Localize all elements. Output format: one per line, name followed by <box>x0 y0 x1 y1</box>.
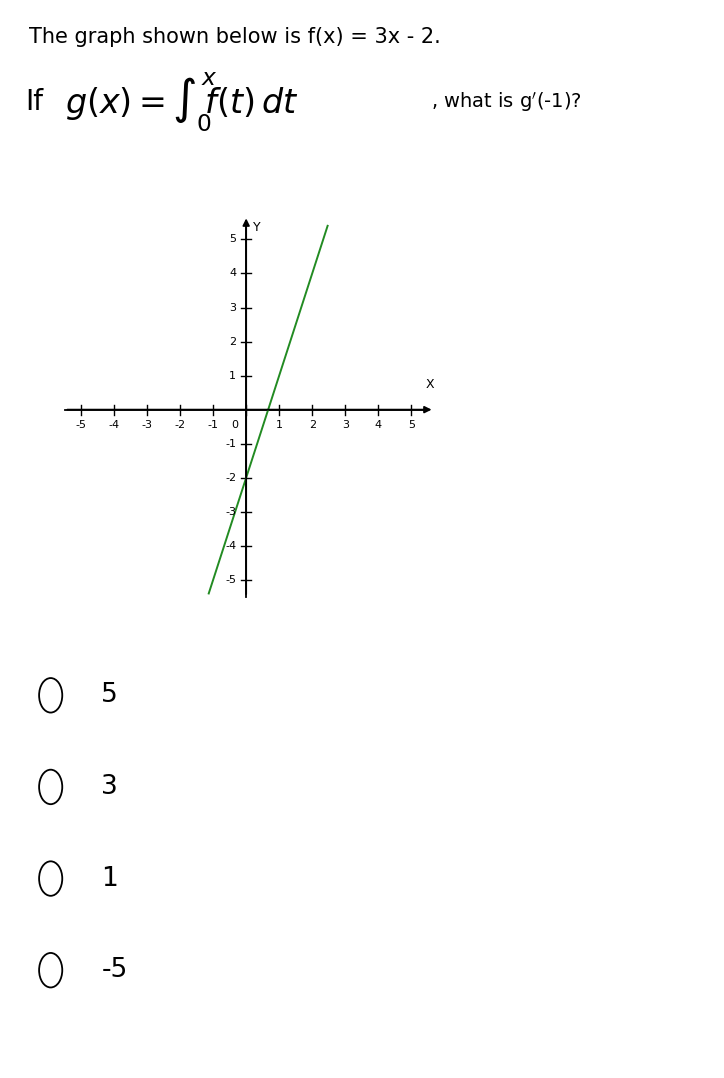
Text: -3: -3 <box>142 419 153 430</box>
Text: -3: -3 <box>225 507 236 516</box>
Text: -2: -2 <box>225 473 236 483</box>
Text: 5: 5 <box>101 682 118 708</box>
Text: Y: Y <box>253 221 261 234</box>
Text: 3: 3 <box>101 774 118 800</box>
Text: 2: 2 <box>229 336 236 346</box>
Text: -5: -5 <box>75 419 87 430</box>
Text: If: If <box>25 88 43 116</box>
Text: 5: 5 <box>230 234 236 245</box>
Text: 1: 1 <box>276 419 282 430</box>
Text: -2: -2 <box>174 419 185 430</box>
Text: -1: -1 <box>208 419 219 430</box>
Text: 0: 0 <box>231 419 238 430</box>
Text: 5: 5 <box>408 419 415 430</box>
Text: -5: -5 <box>101 957 127 983</box>
Text: -4: -4 <box>109 419 119 430</box>
Text: , what is g$'$(-1)?: , what is g$'$(-1)? <box>431 91 581 114</box>
Text: 1: 1 <box>230 371 236 381</box>
Text: 3: 3 <box>342 419 349 430</box>
Text: -4: -4 <box>225 541 236 551</box>
Text: 4: 4 <box>229 268 236 278</box>
Text: 3: 3 <box>230 303 236 313</box>
Text: 1: 1 <box>101 866 118 892</box>
Text: -5: -5 <box>225 575 236 585</box>
Text: The graph shown below is f(x) = 3x - 2.: The graph shown below is f(x) = 3x - 2. <box>29 27 441 47</box>
Text: X: X <box>425 378 434 391</box>
Text: -1: -1 <box>225 439 236 448</box>
Text: 4: 4 <box>375 419 382 430</box>
Text: $g(x) = \int_0^x\!\! f(t)\, dt$: $g(x) = \int_0^x\!\! f(t)\, dt$ <box>65 71 299 134</box>
Text: 2: 2 <box>308 419 316 430</box>
